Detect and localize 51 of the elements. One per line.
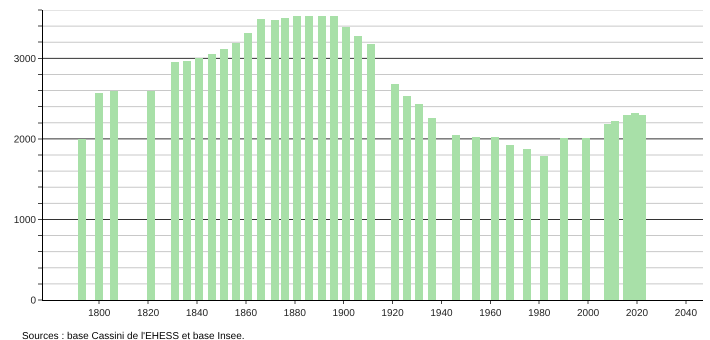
- bar: [415, 104, 423, 300]
- bar: [560, 138, 568, 300]
- bar: [147, 91, 155, 300]
- x-tick-label: 2000: [576, 308, 600, 319]
- x-tick-label: 1960: [479, 308, 502, 319]
- bar: [171, 62, 179, 300]
- bar: [391, 84, 399, 300]
- y-tick-label: 1000: [14, 214, 36, 226]
- x-tick-label: 1920: [381, 308, 404, 319]
- bar: [472, 137, 480, 300]
- bar: [232, 43, 240, 300]
- bar: [428, 118, 436, 300]
- bar: [183, 61, 191, 300]
- bar: [305, 16, 313, 300]
- x-tick-label: 1980: [528, 308, 551, 319]
- bar: [540, 156, 548, 300]
- bar: [271, 20, 279, 300]
- y-tick-label: 3000: [14, 54, 36, 65]
- bar: [491, 137, 499, 300]
- bar: [281, 18, 289, 300]
- x-tick-label: 1840: [186, 308, 209, 319]
- x-tick-label: 2020: [626, 308, 649, 319]
- bar: [354, 36, 362, 300]
- bar: [523, 149, 531, 300]
- bar: [257, 19, 265, 300]
- bar: [208, 54, 216, 300]
- x-tick-label: 1940: [430, 308, 453, 319]
- bar: [220, 49, 228, 300]
- bar: [244, 33, 252, 300]
- bar: [95, 93, 103, 300]
- bar: [195, 58, 203, 300]
- bar: [582, 138, 590, 300]
- bar: [293, 16, 301, 300]
- bar: [78, 139, 86, 300]
- bar: [110, 91, 118, 300]
- x-tick-label: 1860: [234, 308, 258, 319]
- bar: [330, 16, 338, 300]
- source-note: Sources : base Cassini de l'EHESS et base Insee.: [22, 331, 245, 340]
- bar: [403, 96, 411, 300]
- y-tick-label: 0: [30, 296, 36, 306]
- bar: [318, 16, 326, 300]
- y-tick-label: 2000: [14, 134, 36, 146]
- bar: [367, 44, 375, 300]
- x-tick-label: 1880: [284, 308, 306, 319]
- bar: [506, 145, 514, 300]
- x-tick-label: 1800: [88, 308, 111, 319]
- bar: [342, 27, 350, 300]
- x-tick-label: 1900: [332, 308, 356, 319]
- x-tick-label: 2040: [674, 308, 698, 319]
- x-tick-label: 1820: [136, 308, 160, 319]
- bar: [452, 135, 460, 300]
